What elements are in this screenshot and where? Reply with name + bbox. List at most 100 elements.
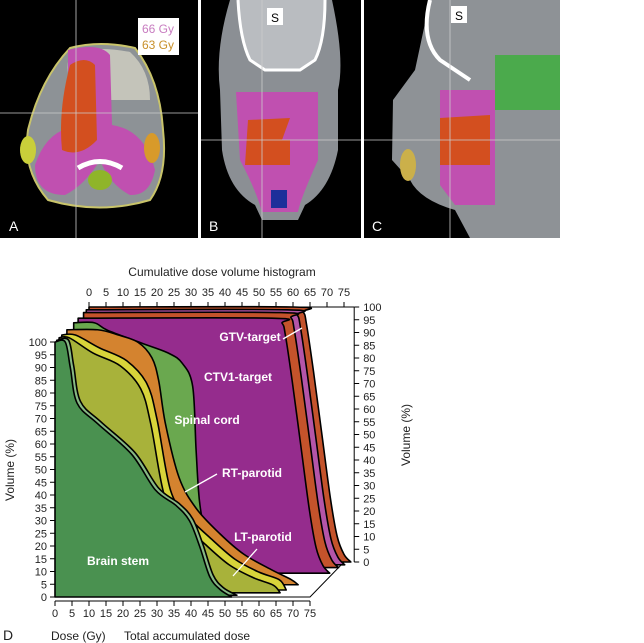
y-tick-label-right: 55 — [363, 417, 375, 429]
y-tick-label-right: 20 — [363, 506, 375, 518]
y-tick-label-left: 75 — [35, 401, 47, 413]
y-tick-label-right: 0 — [363, 557, 369, 569]
y-tick-label-right: 15 — [363, 519, 375, 531]
x-tick-label-top: 20 — [151, 287, 163, 299]
orientation-marker-b — [267, 8, 283, 25]
y-tick-label-right: 85 — [363, 340, 375, 352]
label-brain-stem: Brain stem — [87, 554, 149, 568]
orientation-marker-c-text: S — [455, 9, 463, 23]
x-tick-label-bottom: 5 — [69, 608, 75, 620]
x-tick-label-top: 25 — [168, 287, 180, 299]
x-tick-label-top: 70 — [321, 287, 333, 299]
x-tick-label-bottom: 25 — [134, 608, 146, 620]
x-tick-label-bottom: 0 — [52, 608, 58, 620]
y-tick-label-left: 70 — [35, 414, 47, 426]
x-tick-label-top: 10 — [117, 287, 129, 299]
y-tick-label-right: 30 — [363, 481, 375, 493]
x-tick-label-bottom: 65 — [270, 608, 282, 620]
panel-label-d: D — [3, 627, 13, 643]
label-gtv-target: GTV-target — [219, 330, 280, 344]
y-tick-label-right: 80 — [363, 353, 375, 365]
x-tick-label-bottom: 15 — [100, 608, 112, 620]
panel-c-sagittal-ct: S C — [364, 0, 560, 238]
x-tick-label-top: 30 — [185, 287, 197, 299]
y-tick-label-right: 65 — [363, 391, 375, 403]
y-tick-label-left: 80 — [35, 388, 47, 400]
x-tick-label-top: 0 — [86, 287, 92, 299]
panel-label-a: A — [9, 218, 19, 234]
x-tick-label-top: 45 — [236, 287, 248, 299]
y-tick-label-right: 90 — [363, 328, 375, 340]
y-tick-label-left: 45 — [35, 477, 47, 489]
y-tick-label-right: 40 — [363, 455, 375, 467]
y-tick-label-left: 90 — [35, 363, 47, 375]
y-tick-label-left: 0 — [41, 592, 47, 604]
y-tick-label-left: 55 — [35, 452, 47, 464]
x-tick-label-bottom: 70 — [287, 608, 299, 620]
legend-label-63-gy: 63 Gy — [142, 38, 174, 52]
label-pointer-line — [184, 473, 218, 493]
ct-panels: 66 Gy 63 Gy A S B S C — [0, 0, 560, 238]
y-tick-label-left: 100 — [29, 337, 47, 349]
y-tick-label-right: 5 — [363, 544, 369, 556]
y-tick-label-left: 40 — [35, 490, 47, 502]
x-tick-label-bottom: 40 — [185, 608, 197, 620]
label-ctv1-target: CTV1-target — [204, 370, 272, 384]
x-tick-label-top: 5 — [103, 287, 109, 299]
x-tick-label-top: 55 — [270, 287, 282, 299]
x-axis-label-secondary: Total accumulated dose — [124, 629, 250, 643]
y-axis-label: Volume (%) — [3, 439, 17, 501]
x-tick-label-bottom: 50 — [219, 608, 231, 620]
y-tick-label-right: 60 — [363, 404, 375, 416]
orientation-marker-c — [451, 6, 467, 23]
y-tick-label-right: 25 — [363, 493, 375, 505]
x-tick-label-bottom: 60 — [253, 608, 265, 620]
y-tick-label-left: 20 — [35, 541, 47, 553]
y-tick-label-right: 35 — [363, 468, 375, 480]
y-tick-label-right: 50 — [363, 430, 375, 442]
y-tick-label-left: 85 — [35, 375, 47, 387]
x-tick-label-bottom: 45 — [202, 608, 214, 620]
dvh-axes: 0055101015152020252530303535404045455050… — [29, 287, 382, 620]
x-tick-label-top: 50 — [253, 287, 265, 299]
y-tick-label-left: 35 — [35, 503, 47, 515]
label-pointer-line — [282, 327, 303, 340]
y-tick-label-right: 95 — [363, 315, 375, 327]
label-rt-parotid: RT-parotid — [222, 466, 282, 480]
x-tick-label-top: 75 — [338, 287, 350, 299]
x-tick-label-top: 35 — [202, 287, 214, 299]
dose-legend: 66 Gy 63 Gy — [138, 18, 179, 55]
y-tick-label-right: 75 — [363, 366, 375, 378]
y-tick-label-right: 70 — [363, 379, 375, 391]
x-tick-label-bottom: 75 — [304, 608, 316, 620]
dvh-area-brain-stem — [54, 339, 233, 598]
dvh-layers — [53, 305, 352, 598]
legend-label-66-gy: 66 Gy — [142, 22, 174, 36]
y-tick-label-left: 65 — [35, 426, 47, 438]
x-tick-label-top: 60 — [287, 287, 299, 299]
y-tick-label-left: 10 — [35, 567, 47, 579]
label-spinal-cord: Spinal cord — [174, 413, 239, 427]
y-tick-label-right: 100 — [363, 302, 381, 314]
x-tick-label-bottom: 35 — [168, 608, 180, 620]
y-tick-label-left: 60 — [35, 439, 47, 451]
label-pointer-line — [232, 548, 258, 577]
panel-label-b: B — [209, 218, 218, 234]
panel-b-coronal-ct: S B — [201, 0, 361, 238]
panel-a-axial-ct: 66 Gy 63 Gy A — [0, 0, 198, 238]
y-axis-label-right: Volume (%) — [399, 404, 413, 466]
x-axis-label: Dose (Gy) — [51, 629, 106, 643]
x-tick-label-bottom: 55 — [236, 608, 248, 620]
y-tick-label-left: 15 — [35, 554, 47, 566]
y-tick-label-left: 95 — [35, 350, 47, 362]
y-tick-label-left: 50 — [35, 465, 47, 477]
panel-label-c: C — [372, 218, 382, 234]
y-tick-label-left: 25 — [35, 528, 47, 540]
x-tick-label-top: 40 — [219, 287, 231, 299]
chart-title: Cumulative dose volume histogram — [128, 265, 315, 279]
y-tick-label-left: 5 — [41, 579, 47, 591]
x-tick-label-top: 15 — [134, 287, 146, 299]
y-tick-label-left: 30 — [35, 516, 47, 528]
y-tick-label-right: 45 — [363, 442, 375, 454]
